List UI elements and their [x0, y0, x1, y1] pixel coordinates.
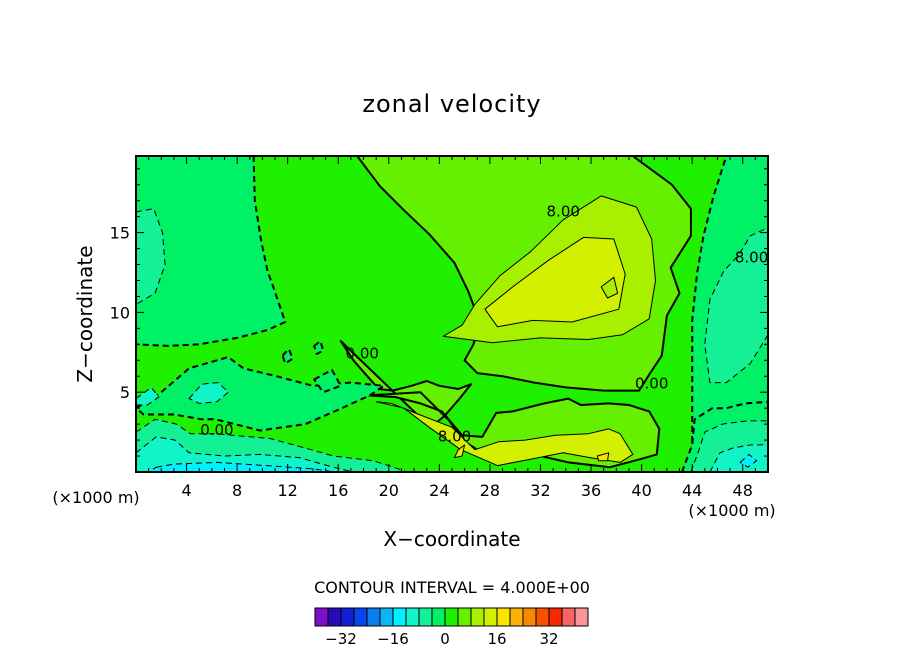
- contour-region: [454, 444, 466, 459]
- y-axis-label: Z−coordinate: [73, 245, 97, 382]
- colorbar-swatch: [366, 607, 381, 627]
- x-unit-left: (×1000 m): [52, 488, 139, 507]
- contour-region: [136, 386, 160, 406]
- contour-region: [313, 340, 325, 355]
- x-tick-label: 16: [328, 481, 348, 500]
- y-tick-label: 10: [110, 303, 130, 322]
- contour-region: [313, 368, 342, 394]
- x-tick-label: 44: [682, 481, 702, 500]
- x-tick-label: 36: [581, 481, 601, 500]
- contour-labels: 8.00 8.00 0.00 0.00 0.00 8.00: [200, 202, 768, 445]
- x-tick-label: 12: [278, 481, 298, 500]
- contour-label: 8.00: [547, 202, 580, 220]
- x-tick-label: 24: [429, 481, 449, 500]
- colorbar-swatch: [561, 607, 576, 627]
- contour-region: [704, 227, 768, 384]
- x-tick-label: 28: [480, 481, 500, 500]
- colorbar-swatch: [392, 607, 407, 627]
- colorbar-swatch: [483, 607, 498, 627]
- colorbar-swatch: [470, 607, 485, 627]
- contour-region: [596, 452, 610, 462]
- colorbar-swatch: [522, 607, 537, 627]
- x-tick-label: 32: [530, 481, 550, 500]
- chart-title: zonal velocity: [362, 90, 541, 118]
- y-axis-ticks: 5 10 15: [110, 168, 768, 457]
- x-tick-label: 20: [379, 481, 399, 500]
- contour-region: [281, 348, 294, 365]
- y-tick-label: 15: [110, 224, 130, 243]
- velocity-field: [136, 156, 768, 472]
- contour-region: [375, 401, 634, 467]
- colorbar-swatch: [457, 607, 472, 627]
- contour-region: [136, 156, 287, 347]
- contour-region: [188, 382, 229, 404]
- colorbar-swatch: [379, 607, 394, 627]
- contour-label: 8.00: [735, 249, 768, 267]
- contour-label: 0.00: [200, 421, 233, 439]
- colorbar-swatch: [431, 607, 446, 627]
- colorbar-tick-label: 32: [539, 630, 558, 648]
- x-tick-label: 40: [631, 481, 651, 500]
- x-axis-label: X−coordinate: [383, 527, 520, 551]
- colorbar-tick-labels: −32 −16 0 16 32: [325, 630, 558, 648]
- contour-label: 0.00: [346, 344, 379, 362]
- colorbar-swatch: [340, 607, 355, 627]
- contour-region: [739, 453, 758, 468]
- colorbar-swatch: [574, 607, 589, 627]
- colorbar-swatch: [548, 607, 563, 627]
- colorbar-swatch: [535, 607, 550, 627]
- colorbar-swatch: [405, 607, 420, 627]
- colorbar-swatch: [353, 607, 368, 627]
- colorbar-swatch: [496, 607, 511, 627]
- colorbar-swatch: [509, 607, 524, 627]
- contour-region: [484, 236, 626, 328]
- contour-region: [136, 356, 385, 432]
- x-unit-right: (×1000 m): [688, 501, 775, 520]
- colorbar: [314, 607, 589, 627]
- x-tick-label: 8: [232, 481, 242, 500]
- contour-label: 0.00: [635, 375, 668, 393]
- contour-region: [709, 444, 768, 472]
- colorbar-tick-label: 0: [440, 630, 450, 648]
- colorbar-tick-label: −16: [377, 630, 409, 648]
- contour-interval-text: CONTOUR INTERVAL = 4.000E+00: [314, 578, 590, 597]
- plot-area: 8.008.000.000.000.00 8.00 4 8 12 16 20 24 28 32 3…: [110, 155, 769, 500]
- colorbar-tick-label: 16: [487, 630, 506, 648]
- colorbar-swatch: [418, 607, 433, 627]
- x-axis-ticks: 4 8 12 16 20 24 28 32 36 40 44 48: [148, 156, 756, 500]
- colorbar-swatch: [314, 607, 329, 627]
- contour-region: [339, 340, 472, 429]
- contour-region: [600, 276, 619, 299]
- colorbar-swatch: [327, 607, 342, 627]
- x-tick-label: 4: [181, 481, 191, 500]
- y-tick-label: 5: [120, 383, 130, 402]
- contour-label: 8.00: [438, 427, 471, 445]
- x-tick-label: 48: [733, 481, 753, 500]
- colorbar-tick-label: −32: [325, 630, 357, 648]
- colorbar-swatch: [444, 607, 459, 627]
